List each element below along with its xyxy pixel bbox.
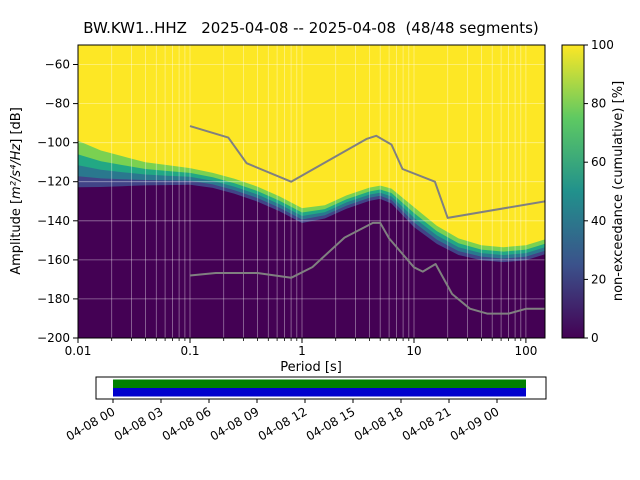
y-tick-label: −60	[45, 58, 70, 72]
y-tick-label: −100	[37, 136, 70, 150]
colorbar-tick-label: 60	[591, 155, 606, 169]
x-axis: 0.01 0.1 1 10 100	[65, 338, 537, 358]
noise-model-low-line	[189, 221, 545, 315]
colorbar-label: non-exceedance (cumulative) [%]	[611, 81, 626, 301]
x-tick-label: 0.1	[180, 344, 199, 358]
y-axis-label-suffix: ] [dB]	[9, 107, 24, 144]
x-axis-label: Period [s]	[280, 360, 342, 375]
timeline-coverage-top	[113, 379, 526, 388]
colorbar-tick-label: 80	[591, 97, 606, 111]
y-tick-label: −180	[37, 292, 70, 306]
timeline-coverage-bottom	[113, 388, 526, 397]
y-axis-label-units: m²/s⁴/Hz	[9, 143, 24, 199]
noise-model-high-line	[189, 125, 545, 219]
y-axis-label: Amplitude [m²/s⁴/Hz] [dB]	[9, 107, 24, 275]
x-tick-label: 10	[406, 344, 421, 358]
heatmap-band-layer	[78, 184, 545, 338]
y-tick-label: −160	[37, 253, 70, 267]
y-tick-label: −80	[45, 97, 70, 111]
y-tick-label: −120	[37, 175, 70, 189]
colorbar-tick-label: 0	[591, 331, 599, 345]
plot-border	[77, 44, 546, 339]
y-axis-label-prefix: Amplitude [	[9, 199, 24, 275]
x-tick-label: 1	[298, 344, 306, 358]
x-tick-label: 0.01	[65, 344, 92, 358]
y-tick-label: −200	[37, 331, 70, 345]
noise-model-curves	[189, 125, 545, 315]
colorbar-tick-label: 20	[591, 272, 606, 286]
chart-title: BW.KW1..HHZ 2025-04-08 -- 2025-04-08 (48…	[83, 19, 539, 37]
colorbar: 0 20 40 60 80 100 non-exceedance (cumulative)…	[561, 38, 626, 345]
colorbar-tick-label: 100	[591, 38, 614, 52]
y-axis: −60 −80 −100 −120 −140 −160 −180 −200	[37, 58, 78, 345]
x-tick-label: 100	[514, 344, 537, 358]
y-tick-label: −140	[37, 214, 70, 228]
heatmap	[78, 45, 545, 338]
colorbar-tick-label: 40	[591, 214, 606, 228]
colorbar-bar	[561, 44, 585, 339]
grid-lines	[78, 45, 545, 338]
colorbar-ticks: 0 20 40 60 80 100	[584, 38, 614, 345]
